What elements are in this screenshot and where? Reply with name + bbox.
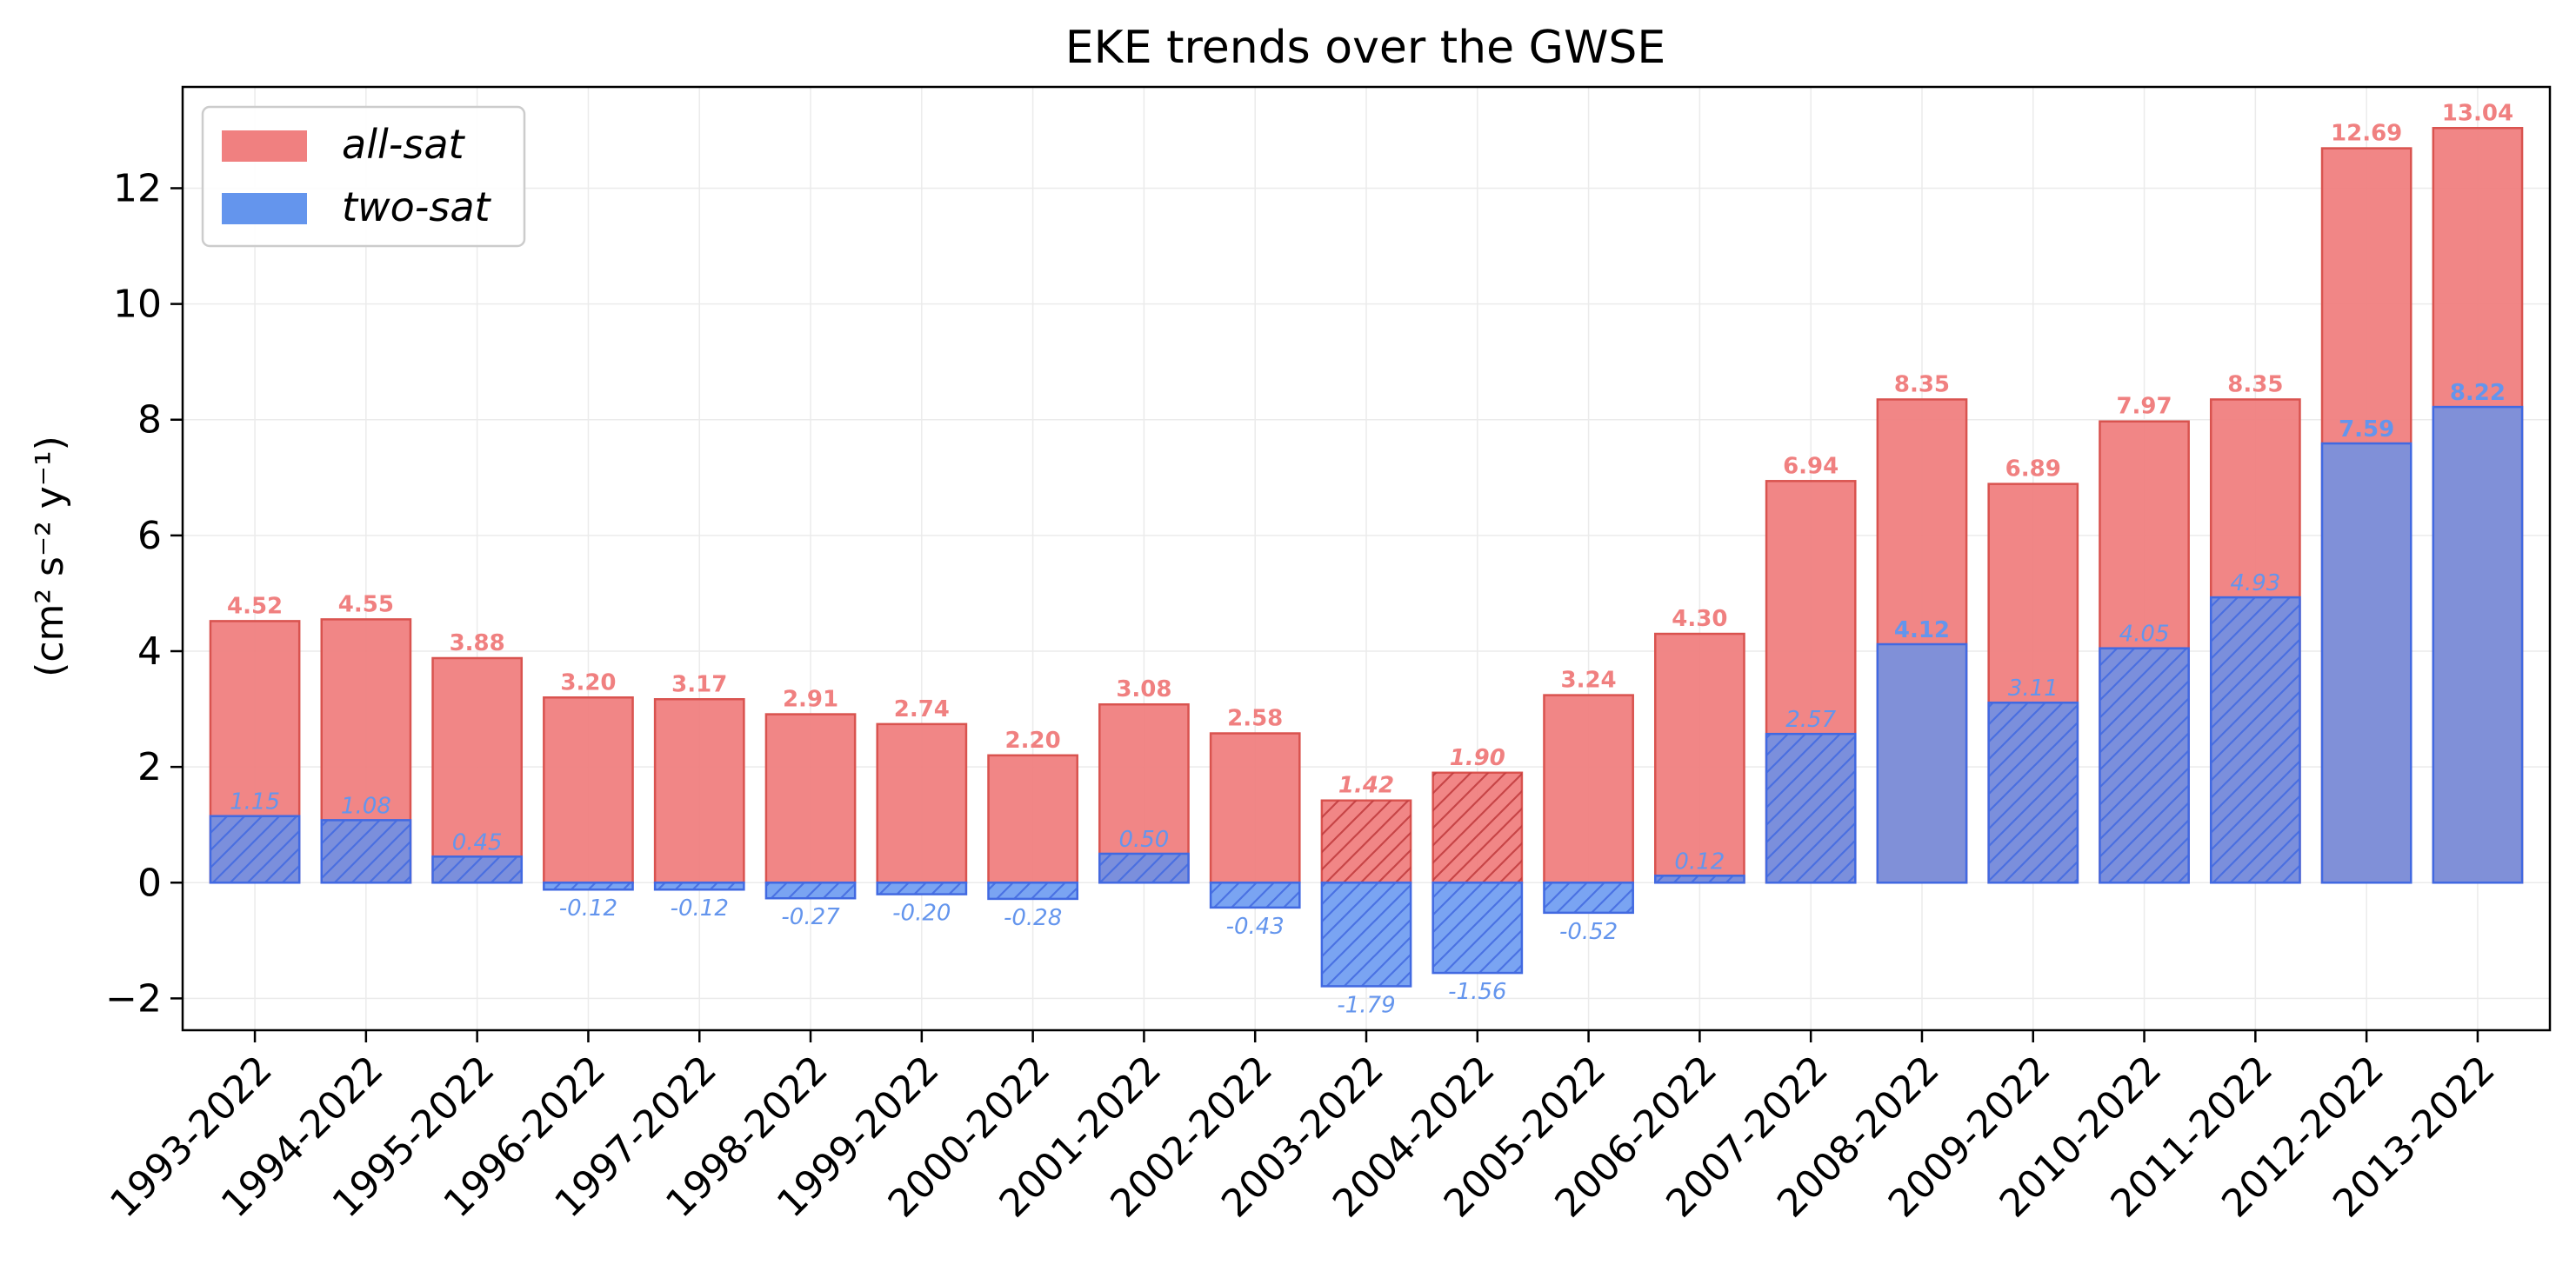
two-sat-value-label: -1.79 — [1337, 992, 1395, 1018]
value-labels: 4.52 1.15 4.55 1.08 3.88 0.45 3.20 -0.12 3.17 -0.… — [227, 100, 2513, 1018]
two-sat-bar-hatch — [2099, 648, 2189, 883]
two-sat-value-label: 1.15 — [230, 789, 280, 815]
two-sat-bar-hatch — [1655, 875, 1745, 883]
all-sat-value-label: 7.97 — [2116, 394, 2172, 420]
two-sat-value-label: -0.52 — [1559, 919, 1618, 945]
two-sat-value-label: 0.50 — [1118, 827, 1169, 853]
two-sat-bar — [2320, 442, 2412, 884]
all-sat-bar-hatch — [1432, 772, 1522, 883]
two-sat-bar-hatch — [1211, 882, 1300, 908]
all-sat-value-label: 2.58 — [1227, 706, 1283, 732]
two-sat-bar-hatch — [988, 882, 1078, 899]
all-sat-bar — [1543, 694, 1634, 884]
two-sat-value-label: -0.27 — [781, 904, 840, 930]
two-sat-bar-hatch — [2211, 597, 2300, 883]
two-sat-bar-hatch — [1099, 853, 1189, 883]
all-sat-value-label: 13.04 — [2442, 100, 2513, 126]
all-sat-value-label: 8.35 — [1894, 371, 1950, 397]
two-sat-bars — [209, 405, 2524, 988]
all-sat-bar-hatch — [1321, 800, 1411, 883]
chart-title: EKE trends over the GWSE — [1065, 22, 1665, 74]
two-sat-bar-hatch — [544, 882, 633, 890]
all-sat-value-label: 3.17 — [671, 671, 727, 697]
legend-label: all-sat — [342, 121, 466, 168]
all-sat-value-label: 6.94 — [1783, 453, 1839, 479]
all-sat-bar — [764, 713, 857, 884]
all-sat-value-label: 12.69 — [2331, 121, 2402, 147]
two-sat-bar-hatch — [210, 815, 300, 883]
two-sat-value-label: -1.56 — [1448, 979, 1506, 1005]
two-sat-value-label: 3.11 — [2008, 676, 2059, 702]
two-sat-value-label: -0.12 — [559, 895, 617, 922]
legend-label: two-sat — [342, 183, 492, 230]
two-sat-bar-hatch — [877, 882, 966, 895]
y-tick-label: 4 — [137, 629, 162, 674]
all-sat-value-label: 4.55 — [338, 591, 394, 617]
two-sat-bar-hatch — [1321, 882, 1411, 987]
two-sat-value-label: 0.12 — [1674, 849, 1725, 875]
two-sat-bar-hatch — [765, 882, 856, 899]
legend-swatch — [222, 130, 307, 162]
all-sat-bar — [653, 698, 745, 884]
two-sat-value-label: -0.20 — [892, 901, 951, 927]
y-tick-label: −2 — [105, 976, 162, 1021]
two-sat-value-label: 2.57 — [1785, 707, 1836, 733]
two-sat-bar-hatch — [432, 856, 522, 883]
two-sat-bar-hatch — [1988, 702, 2078, 883]
two-sat-value-label: 8.22 — [2450, 380, 2506, 406]
two-sat-bar — [1876, 642, 1968, 884]
two-sat-bar-hatch — [655, 882, 744, 890]
y-tick-label: 6 — [137, 514, 162, 558]
two-sat-value-label: -0.43 — [1226, 914, 1285, 940]
all-sat-value-label: 3.88 — [450, 630, 505, 656]
all-sat-value-label: 2.74 — [894, 696, 950, 722]
all-sat-bar — [1654, 632, 1745, 884]
y-tick-label: 10 — [113, 283, 162, 327]
two-sat-value-label: 0.45 — [452, 829, 503, 855]
all-sat-value-label: 8.35 — [2227, 371, 2283, 397]
two-sat-value-label: 4.12 — [1894, 617, 1950, 643]
all-sat-bar — [1209, 732, 1301, 884]
two-sat-bar — [2432, 405, 2524, 884]
all-sat-bar — [543, 696, 634, 884]
all-sat-value-label: 1.42 — [1338, 773, 1394, 799]
y-tick-label: 2 — [137, 745, 162, 789]
all-sat-value-label: 3.24 — [1561, 668, 1617, 694]
all-sat-value-label: 4.52 — [227, 593, 283, 619]
y-axis-label: (cm² s⁻² y⁻¹) — [28, 436, 72, 677]
all-sat-value-label: 2.20 — [1005, 728, 1061, 754]
two-sat-bar-hatch — [1544, 882, 1633, 913]
all-sat-bar — [876, 722, 968, 884]
y-tick-label: 8 — [137, 398, 162, 443]
two-sat-bar-hatch — [1766, 734, 1856, 883]
all-sat-value-label: 4.30 — [1672, 606, 1727, 632]
two-sat-value-label: 1.08 — [341, 793, 391, 819]
two-sat-bar-hatch — [1432, 882, 1522, 974]
all-sat-bar — [431, 656, 524, 884]
two-sat-value-label: 4.93 — [2230, 570, 2280, 596]
all-sat-value-label: 1.90 — [1450, 745, 1505, 771]
all-sat-value-label: 3.20 — [560, 669, 616, 696]
all-sat-value-label: 2.91 — [783, 687, 838, 713]
all-sat-bar — [987, 754, 1078, 884]
y-tick-label: 12 — [113, 166, 162, 210]
two-sat-value-label: 7.59 — [2339, 416, 2394, 443]
all-sat-value-label: 6.89 — [2005, 456, 2061, 483]
y-tick-label: 0 — [137, 861, 162, 905]
two-sat-value-label: 4.05 — [2119, 622, 2170, 648]
two-sat-value-label: -0.28 — [1004, 905, 1062, 931]
all-sat-value-label: 3.08 — [1116, 676, 1171, 702]
two-sat-bar-hatch — [321, 820, 410, 883]
two-sat-value-label: -0.12 — [671, 895, 729, 922]
legend-swatch — [222, 193, 307, 224]
legend: all-sat two-sat — [201, 105, 526, 248]
